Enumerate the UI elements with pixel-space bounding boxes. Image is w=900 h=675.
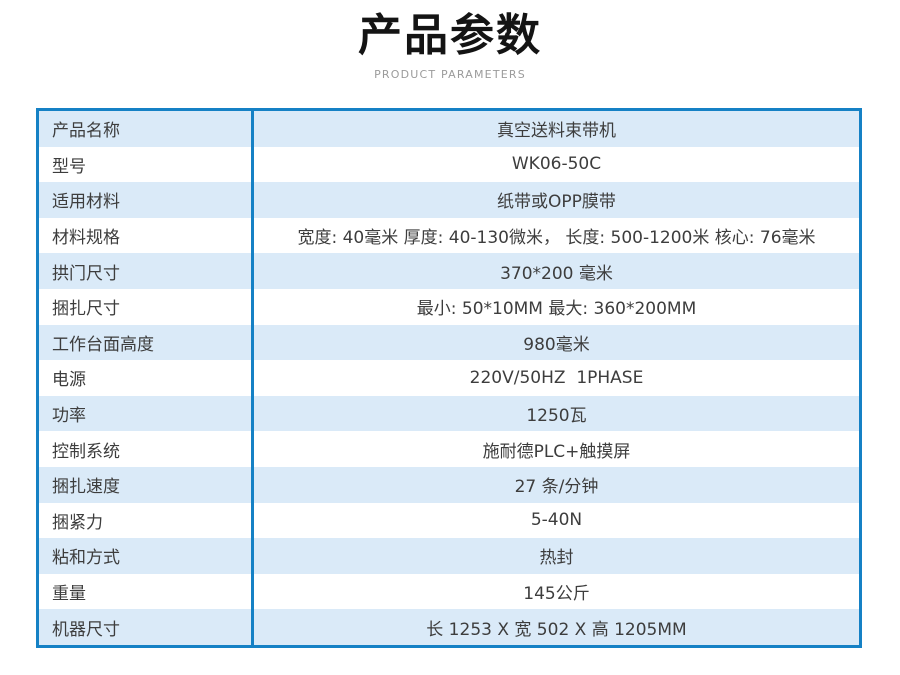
table-row: 捆紧力 5-40N (39, 502, 859, 539)
spec-value: 纸带或OPP膜带 (497, 192, 616, 213)
spec-value: 220V/50HZ 1PHASE (469, 367, 644, 388)
spec-value: 5-40N (530, 510, 583, 531)
spec-value: 1250瓦 (526, 406, 587, 427)
spec-value: 施耐德PLC+触摸屏 (482, 441, 631, 462)
spec-value: 370*200 毫米 (500, 263, 613, 284)
table-row: 工作台面高度 980毫米 (39, 324, 859, 361)
table-row: 型号 WK06-50C (39, 146, 859, 183)
spec-value: 最小: 50*10MM 最大: 360*200MM (416, 299, 697, 320)
spec-value: 真空送料束带机 (497, 121, 616, 142)
table-row: 材料规格 宽度: 40毫米 厚度: 40-130微米， 长度: 500-1200米… (39, 217, 859, 254)
table-row: 产品名称 真空送料束带机 (39, 111, 859, 147)
spec-label: 适用材料 (39, 182, 254, 218)
spec-value: 27 条/分钟 (514, 477, 599, 498)
spec-label: 工作台面高度 (39, 324, 254, 361)
spec-value: 宽度: 40毫米 厚度: 40-130微米， 长度: 500-1200米 核心:… (297, 228, 816, 249)
spec-label: 重量 (39, 573, 254, 610)
spec-label: 控制系统 (39, 431, 254, 467)
product-spec-table: 产品名称 真空送料束带机型号 WK06-50C 适用材料 纸带或OPP膜带材料规格 宽度:… (36, 108, 862, 648)
spec-label: 材料规格 (39, 217, 254, 254)
table-row: 捆扎尺寸 最小: 50*10MM 最大: 360*200MM (39, 288, 859, 325)
spec-value: 热封 (539, 548, 574, 569)
spec-label: 捆扎速度 (39, 466, 254, 503)
table-row: 功率 1250瓦 (39, 395, 859, 432)
spec-label: 捆紧力 (39, 502, 254, 539)
spec-value: 980毫米 (523, 334, 590, 355)
spec-label: 型号 (39, 146, 254, 183)
page-header: 产品参数 PRODUCT PARAMETERS (0, 10, 900, 81)
spec-label: 拱门尺寸 (39, 253, 254, 289)
spec-label: 机器尺寸 (39, 609, 254, 645)
spec-value: 长 1253 X 宽 502 X 高 1205MM (426, 619, 687, 640)
spec-label: 产品名称 (39, 111, 254, 147)
table-row: 电源 220V/50HZ 1PHASE (39, 360, 859, 396)
spec-value: WK06-50C (511, 154, 602, 175)
spec-label: 捆扎尺寸 (39, 288, 254, 325)
table-row: 拱门尺寸 370*200 毫米 (39, 253, 859, 289)
page-title: 产品参数 (358, 10, 542, 61)
spec-label: 电源 (39, 360, 254, 396)
spec-label: 粘和方式 (39, 538, 254, 574)
spec-label: 功率 (39, 395, 254, 432)
table-row: 适用材料 纸带或OPP膜带 (39, 182, 859, 218)
table-row: 捆扎速度 27 条/分钟 (39, 466, 859, 503)
table-row: 粘和方式 热封 (39, 538, 859, 574)
table-row: 控制系统 施耐德PLC+触摸屏 (39, 431, 859, 467)
table-row: 机器尺寸 长 1253 X 宽 502 X 高 1205MM (39, 609, 859, 645)
page-subtitle: PRODUCT PARAMETERS (374, 68, 526, 81)
table-row: 重量 145公斤 (39, 573, 859, 610)
spec-value: 145公斤 (523, 584, 590, 605)
